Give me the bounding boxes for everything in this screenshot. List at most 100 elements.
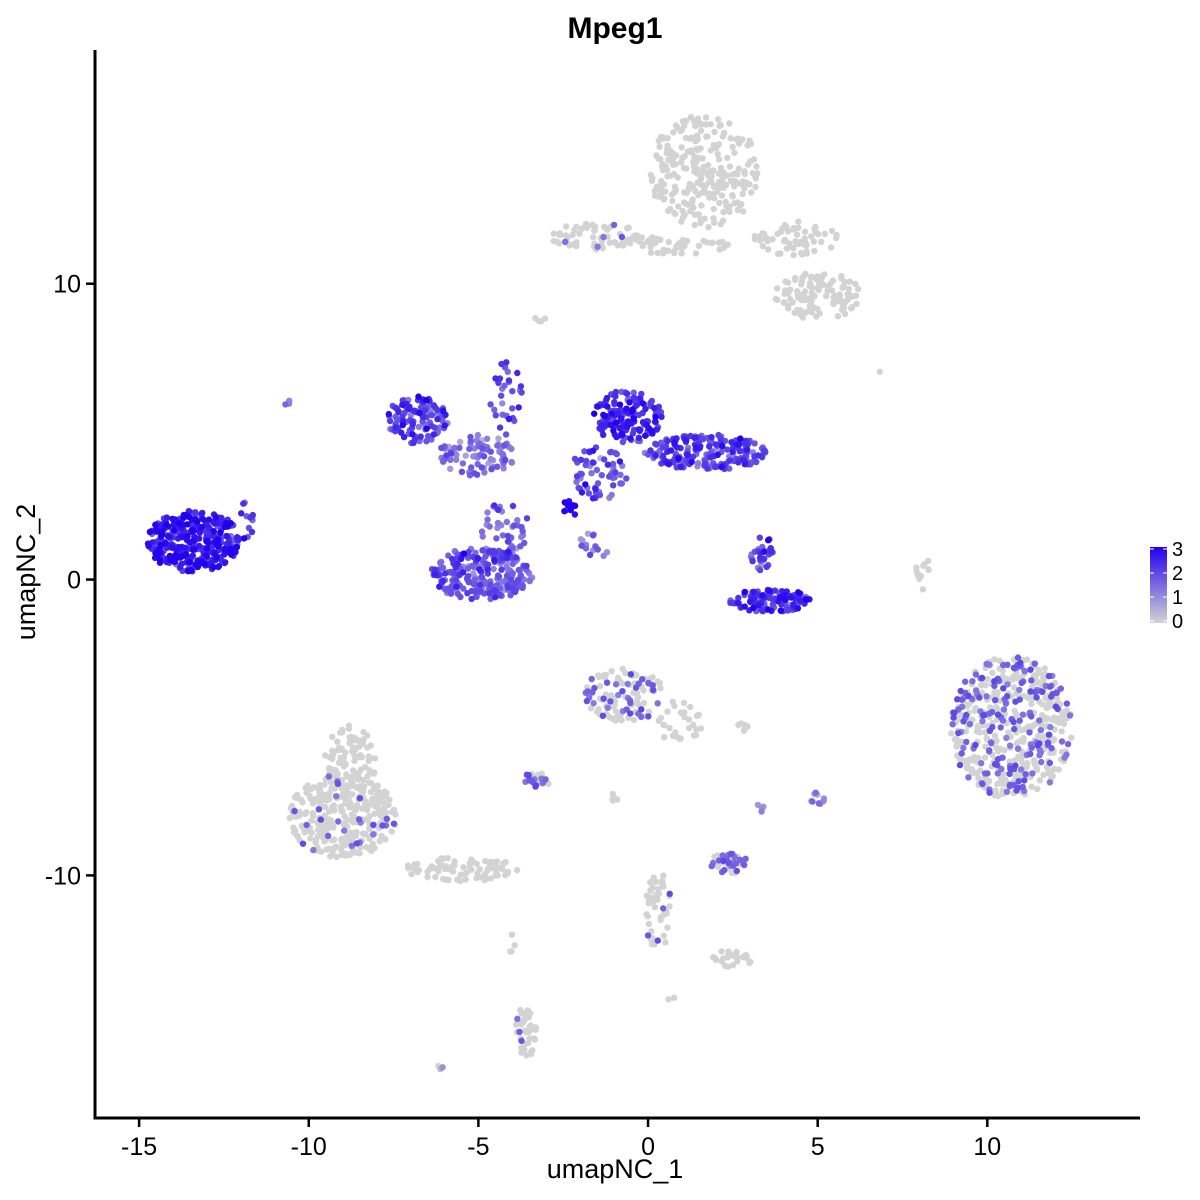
cell-point <box>712 441 720 448</box>
cell-point <box>189 526 196 534</box>
cell-point <box>653 891 661 898</box>
cell-point <box>1028 783 1035 790</box>
cell-point <box>502 858 509 866</box>
cell-point <box>469 562 476 570</box>
cell-point <box>991 761 999 768</box>
cell-point <box>627 671 634 678</box>
cell-point <box>828 227 836 235</box>
cell-point <box>744 142 752 149</box>
cell-point <box>790 224 798 232</box>
cell-point <box>750 604 757 612</box>
cell-point <box>382 792 389 799</box>
cell-point <box>527 1010 534 1017</box>
cell-point <box>707 147 714 154</box>
cell-point <box>717 221 724 228</box>
cell-point <box>1021 777 1028 784</box>
cell-point <box>755 602 762 609</box>
cell-point <box>1001 747 1008 754</box>
cell-point <box>478 464 485 471</box>
cell-point <box>214 542 221 549</box>
cell-point <box>176 520 183 527</box>
cell-point <box>703 133 710 140</box>
cell-point <box>616 401 624 408</box>
cell-point <box>977 767 984 774</box>
cell-point <box>331 807 338 814</box>
cell-point <box>801 228 809 235</box>
cell-point <box>681 211 688 218</box>
cell-point <box>628 408 636 415</box>
cell-point <box>447 590 455 597</box>
cell-point <box>623 405 630 412</box>
cell-point <box>806 282 813 290</box>
cell-point <box>184 567 192 575</box>
cell-point <box>351 757 358 764</box>
cell-point <box>973 728 981 735</box>
legend-label: 2 <box>1172 563 1183 585</box>
cell-point <box>556 231 563 238</box>
cell-point <box>638 390 645 398</box>
cell-point <box>740 208 747 215</box>
cell-point <box>714 451 721 458</box>
cell-point <box>719 133 726 140</box>
cell-point <box>844 296 851 303</box>
cell-point <box>503 572 511 579</box>
cell-point <box>589 459 596 466</box>
cell-point <box>487 448 494 455</box>
legend-label: 0 <box>1172 611 1183 633</box>
cell-point <box>587 705 595 712</box>
cell-point <box>484 566 491 573</box>
cell-point <box>658 133 665 141</box>
cell-point <box>793 231 801 238</box>
cell-point <box>657 685 664 692</box>
cell-point <box>711 195 718 202</box>
cell-point <box>633 401 641 409</box>
cell-point <box>550 237 557 245</box>
cell-point <box>584 688 591 695</box>
cell-point <box>984 675 991 683</box>
cell-point <box>655 886 662 893</box>
cell-point <box>1014 654 1022 661</box>
cell-point <box>498 566 505 573</box>
cell-point <box>414 860 421 868</box>
cell-point <box>365 779 373 786</box>
cell-point <box>630 389 637 396</box>
cell-point <box>199 516 207 523</box>
cell-point <box>571 511 579 518</box>
cell-point <box>571 455 579 463</box>
y-tick-label: -10 <box>45 862 81 890</box>
cell-point <box>613 419 620 426</box>
cell-point <box>445 865 452 872</box>
cell-point <box>1010 684 1018 691</box>
cell-point <box>505 548 512 555</box>
x-tick-label: -10 <box>291 1133 327 1161</box>
cell-point <box>808 233 815 240</box>
cell-point <box>497 591 504 599</box>
cell-point <box>596 682 604 690</box>
cell-point <box>806 302 813 309</box>
cell-point <box>486 523 493 530</box>
cell-point <box>415 867 422 874</box>
cell-point <box>342 834 349 841</box>
cell-point <box>512 554 520 561</box>
x-tick-label: -5 <box>467 1133 489 1161</box>
cell-point <box>439 577 447 585</box>
cell-point <box>163 514 170 521</box>
cell-point <box>469 858 477 865</box>
cell-point <box>499 400 506 407</box>
cell-point <box>612 469 619 476</box>
cell-point <box>194 518 201 526</box>
cell-point <box>734 600 741 607</box>
cell-point <box>348 842 355 849</box>
cell-point <box>695 191 702 199</box>
cell-point <box>357 766 365 773</box>
cell-point <box>697 174 705 181</box>
cell-point <box>457 593 464 601</box>
cell-point <box>609 790 616 798</box>
cell-point <box>675 455 682 462</box>
cell-point <box>408 871 415 878</box>
cell-point <box>600 233 607 241</box>
cell-point <box>1028 713 1035 720</box>
cell-point <box>584 530 592 537</box>
cell-point <box>355 816 363 823</box>
cell-point <box>288 802 296 810</box>
